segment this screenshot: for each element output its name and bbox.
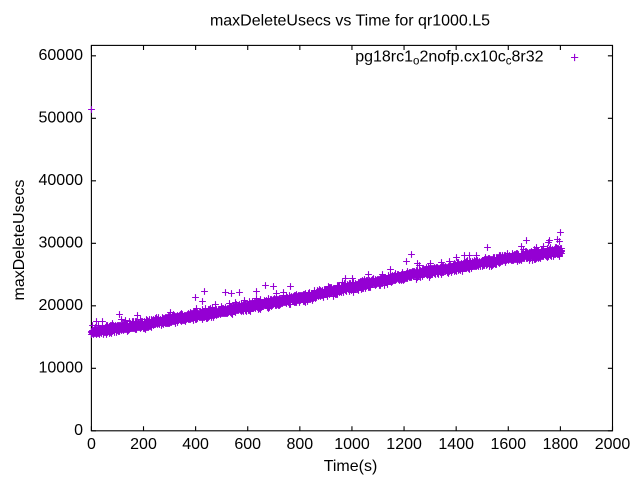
svg-text:1200: 1200: [386, 436, 422, 453]
svg-text:2000: 2000: [595, 436, 631, 453]
svg-text:60000: 60000: [39, 47, 84, 64]
svg-text:50000: 50000: [39, 110, 84, 127]
svg-text:30000: 30000: [39, 235, 84, 252]
svg-text:400: 400: [182, 436, 209, 453]
svg-text:600: 600: [234, 436, 261, 453]
svg-text:1400: 1400: [438, 436, 474, 453]
svg-text:200: 200: [130, 436, 157, 453]
svg-text:Time(s): Time(s): [324, 458, 378, 475]
svg-text:maxDeleteUsecs vs Time for qr1: maxDeleteUsecs vs Time for qr1000.L5: [210, 13, 490, 30]
svg-text:800: 800: [286, 436, 313, 453]
svg-text:40000: 40000: [39, 172, 84, 189]
svg-text:20000: 20000: [39, 297, 84, 314]
svg-text:0: 0: [74, 422, 83, 439]
svg-text:maxDeleteUsecs: maxDeleteUsecs: [11, 180, 28, 301]
svg-text:1600: 1600: [491, 436, 527, 453]
svg-text:pg18rc1o2nofp.cx10cc8r32: pg18rc1o2nofp.cx10cc8r32: [355, 49, 543, 68]
svg-text:0: 0: [87, 436, 96, 453]
svg-text:1800: 1800: [543, 436, 579, 453]
svg-text:10000: 10000: [39, 360, 84, 377]
svg-text:1000: 1000: [334, 436, 370, 453]
